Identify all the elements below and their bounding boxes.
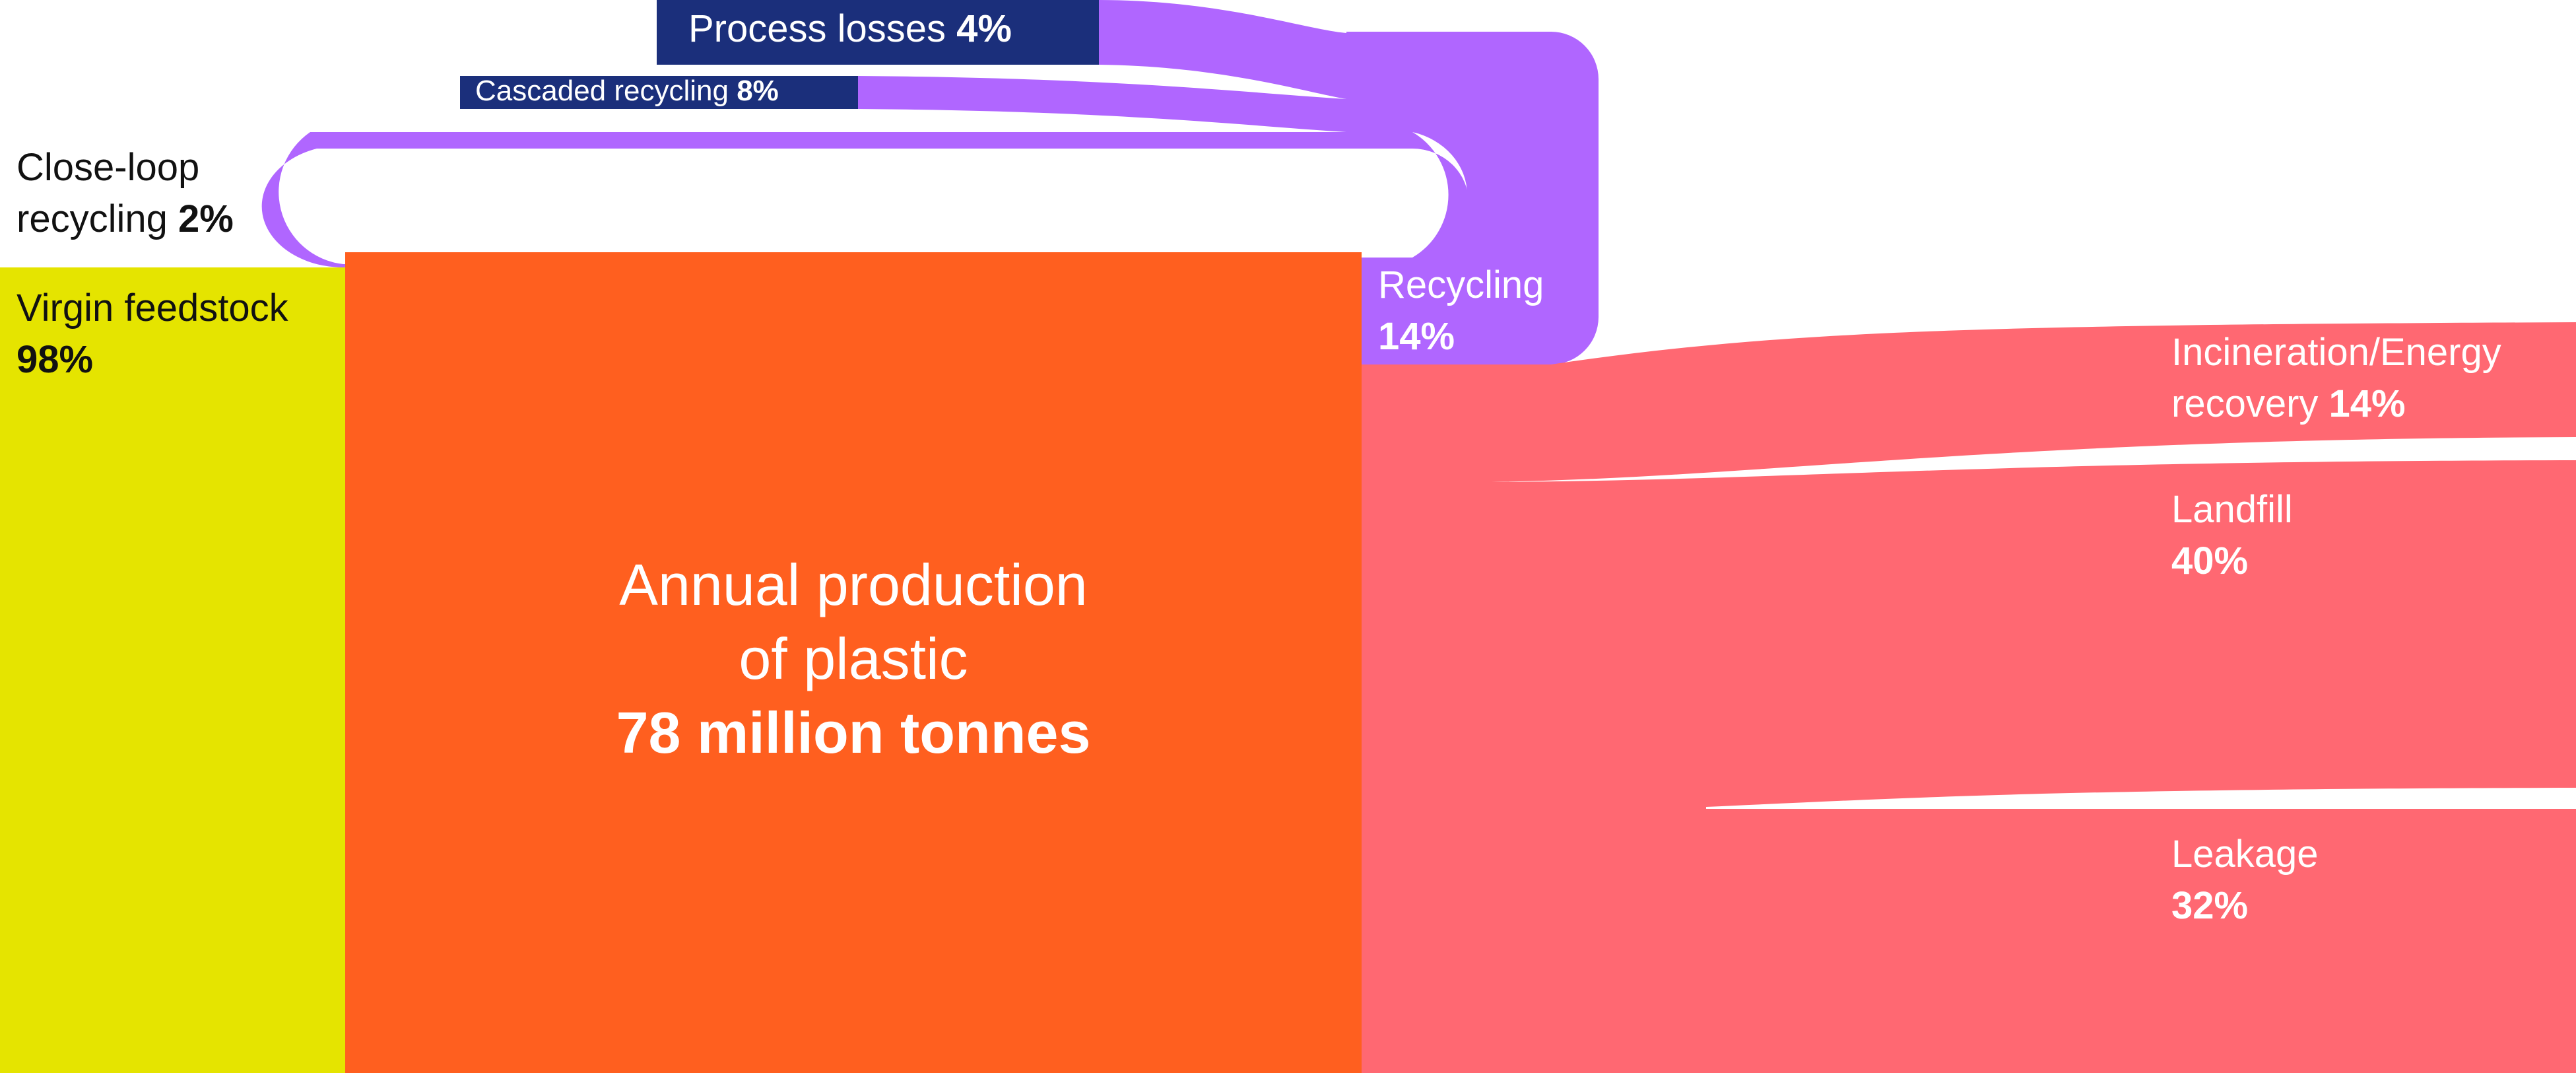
cascaded-recycling-flow — [858, 76, 1346, 132]
separator-incineration — [1492, 437, 2576, 482]
virgin-feedstock-block — [0, 267, 345, 1073]
cascaded-recycling-box — [460, 76, 858, 109]
process-losses-box — [657, 0, 1099, 65]
close-loop-flow — [261, 132, 1347, 267]
virgin-feedstock-label: Virgin feedstock 98% — [17, 287, 288, 381]
production-value: 78 million tonnes — [616, 700, 1091, 765]
landfill-value: 40% — [2171, 539, 2249, 582]
recycling-trunk — [1346, 32, 1599, 364]
process-losses-flow — [1099, 0, 1346, 99]
production-label: Annual production of plastic 78 million … — [616, 552, 1091, 765]
leakage-value: 32% — [2171, 884, 2249, 927]
virgin-feedstock-value: 98% — [17, 338, 94, 381]
incineration-label: Incineration/Energy recovery 14% — [2171, 331, 2501, 425]
incineration-value: 14% — [2328, 382, 2406, 425]
process-losses-value: 4% — [956, 7, 1012, 50]
close-loop-value: 2% — [178, 197, 234, 240]
landfill-label: Landfill 40% — [2171, 488, 2293, 582]
cascaded-recycling-label: Cascaded recycling 8% — [475, 75, 779, 107]
leakage-label: Leakage 32% — [2171, 833, 2319, 927]
production-block — [345, 252, 1362, 1073]
recycling-label: Recycling 14% — [1378, 263, 1544, 358]
close-loop-label: Close-loop recycling 2% — [17, 146, 234, 240]
process-losses-label: Process losses 4% — [688, 7, 1012, 50]
recycling-value: 14% — [1378, 315, 1455, 358]
close-loop-loop — [347, 132, 1469, 258]
separator-landfill — [1706, 788, 2576, 809]
cascaded-recycling-value: 8% — [737, 75, 779, 107]
end-of-life-block — [1361, 322, 2576, 1073]
